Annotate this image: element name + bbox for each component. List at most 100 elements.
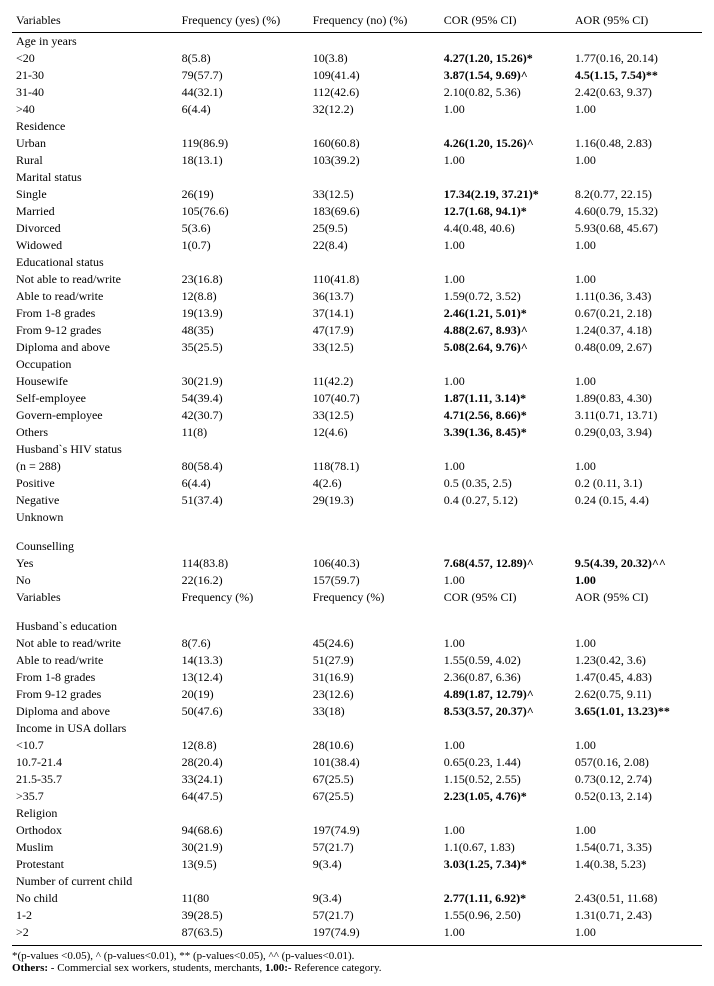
table-row: From 1-8 grades13(12.4)31(16.9)2.36(0.87… [12,669,702,686]
table-row: Divorced5(3.6)25(9.5)4.4(0.48, 40.6)5.93… [12,220,702,237]
table-cell [178,254,309,271]
table-cell: Variables [12,589,178,606]
table-row: Positive6(4.4)4(2.6)0.5 (0.35, 2.5)0.2 (… [12,475,702,492]
table-cell [178,441,309,458]
table-cell: 4.5(1.15, 7.54)** [571,67,702,84]
table-cell [571,618,702,635]
table-cell: 106(40.3) [309,555,440,572]
table-cell [440,33,571,51]
table-cell: Number of current child [12,873,178,890]
table-row: Protestant13(9.5)9(3.4)3.03(1.25, 7.34)*… [12,856,702,873]
table-cell: 1.23(0.42, 3.6) [571,652,702,669]
table-cell: 51(27.9) [309,652,440,669]
col-variables: Variables [12,12,178,33]
table-cell: 67(25.5) [309,771,440,788]
table-cell [440,118,571,135]
table-cell: COR (95% CI) [440,589,571,606]
table-cell: 37(14.1) [309,305,440,322]
table-cell [178,509,309,526]
table-cell: 1.24(0.37, 4.18) [571,322,702,339]
table-cell: 1.00 [571,737,702,754]
table-row: >406(4.4)32(12.2)1.001.00 [12,101,702,118]
table-cell: 23(16.8) [178,271,309,288]
table-cell: 13(12.4) [178,669,309,686]
table-cell: 42(30.7) [178,407,309,424]
table-cell: 2.10(0.82, 5.36) [440,84,571,101]
table-cell [440,618,571,635]
table-cell [309,118,440,135]
table-cell: 8(7.6) [178,635,309,652]
table-cell: 26(19) [178,186,309,203]
table-cell: Positive [12,475,178,492]
table-cell [440,441,571,458]
table-cell: 31(16.9) [309,669,440,686]
table-cell: 1.00 [440,271,571,288]
table-cell: 25(9.5) [309,220,440,237]
table-row: Husband`s education [12,618,702,635]
table-cell: 1.00 [571,237,702,254]
table-row: Married105(76.6)183(69.6)12.7(1.68, 94.1… [12,203,702,220]
table-cell: 1.00 [440,237,571,254]
table-cell: 87(63.5) [178,924,309,941]
table-row: Able to read/write14(13.3)51(27.9)1.55(0… [12,652,702,669]
table-cell [309,873,440,890]
table-cell: 1.00 [571,271,702,288]
table-cell: 32(12.2) [309,101,440,118]
table-cell: 4.26(1.20, 15.26)^ [440,135,571,152]
table-cell: 118(78.1) [309,458,440,475]
table-cell: 6(4.4) [178,101,309,118]
table-row: Diploma and above35(25.5)33(12.5)5.08(2.… [12,339,702,356]
table-cell: 50(47.6) [178,703,309,720]
table-cell: Self-employee [12,390,178,407]
table-cell: 28(10.6) [309,737,440,754]
table-row: <208(5.8)10(3.8)4.27(1.20, 15.26)*1.77(0… [12,50,702,67]
table-cell [178,618,309,635]
table-cell: 0.67(0.21, 2.18) [571,305,702,322]
table-cell: 1.00 [571,924,702,941]
table-cell: Married [12,203,178,220]
table-cell: 2.36(0.87, 6.36) [440,669,571,686]
table-cell: Rural [12,152,178,169]
table-cell: 30(21.9) [178,839,309,856]
table-cell: 112(42.6) [309,84,440,101]
table-cell: 35(25.5) [178,339,309,356]
table-cell [571,254,702,271]
table-row: Marital status [12,169,702,186]
table-cell: 12(4.6) [309,424,440,441]
table-row: Housewife30(21.9)11(42.2)1.001.00 [12,373,702,390]
table-cell [571,538,702,555]
table-cell: From 1-8 grades [12,669,178,686]
table-row: <10.712(8.8)28(10.6)1.001.00 [12,737,702,754]
table-cell: 0.48(0.09, 2.67) [571,339,702,356]
table-cell: 4.4(0.48, 40.6) [440,220,571,237]
table-row: Counselling [12,538,702,555]
table-cell: 64(47.5) [178,788,309,805]
table-cell: 101(38.4) [309,754,440,771]
table-cell [309,169,440,186]
table-row: Rural18(13.1)103(39.2)1.001.00 [12,152,702,169]
table-cell: 57(21.7) [309,839,440,856]
table-row: Negative51(37.4)29(19.3)0.4 (0.27, 5.12)… [12,492,702,509]
table-row: Self-employee54(39.4)107(40.7)1.87(1.11,… [12,390,702,407]
table-cell: 20(19) [178,686,309,703]
table-cell: 4.71(2.56, 8.66)* [440,407,571,424]
table-cell: Yes [12,555,178,572]
table-cell: 45(24.6) [309,635,440,652]
table-row: Urban119(86.9)160(60.8)4.26(1.20, 15.26)… [12,135,702,152]
table-cell: 94(68.6) [178,822,309,839]
table-footnote: *(p-values <0.05), ^ (p-values<0.01), **… [12,945,702,974]
table-cell: 4.60(0.79, 15.32) [571,203,702,220]
table-cell: Able to read/write [12,652,178,669]
table-cell: 29(19.3) [309,492,440,509]
table-cell: 1.47(0.45, 4.83) [571,669,702,686]
table-cell: 22(8.4) [309,237,440,254]
table-cell [178,720,309,737]
table-cell: 22(16.2) [178,572,309,589]
table-cell: 197(74.9) [309,924,440,941]
table-cell: 157(59.7) [309,572,440,589]
table-row: Not able to read/write8(7.6)45(24.6)1.00… [12,635,702,652]
table-cell: 12(8.8) [178,288,309,305]
table-cell: 11(42.2) [309,373,440,390]
table-cell: 67(25.5) [309,788,440,805]
table-row: Income in USA dollars [12,720,702,737]
